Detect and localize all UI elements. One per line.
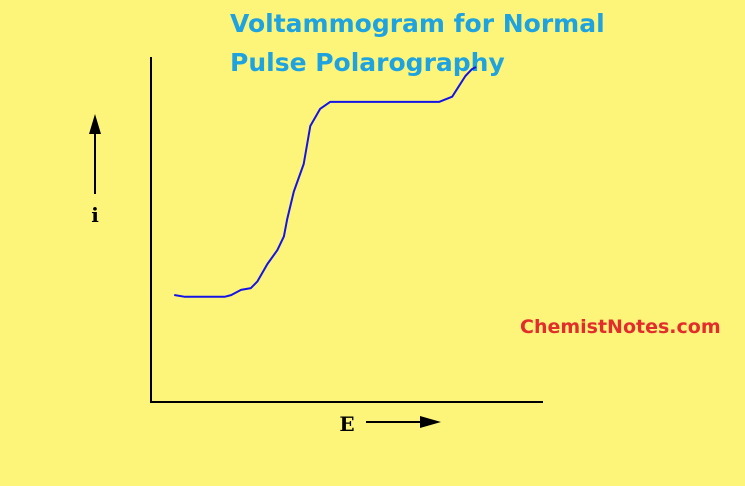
current-potential-curve — [174, 66, 477, 298]
y-direction-arrow-head — [89, 114, 101, 134]
watermark: ChemistNotes.com — [520, 316, 721, 338]
chart-title: Voltammogram for Normal Pulse Polarograp… — [230, 9, 605, 77]
x-direction-arrow-head — [420, 416, 441, 428]
y-axis-label: i — [91, 203, 99, 227]
x-axis-label: E — [339, 412, 354, 436]
